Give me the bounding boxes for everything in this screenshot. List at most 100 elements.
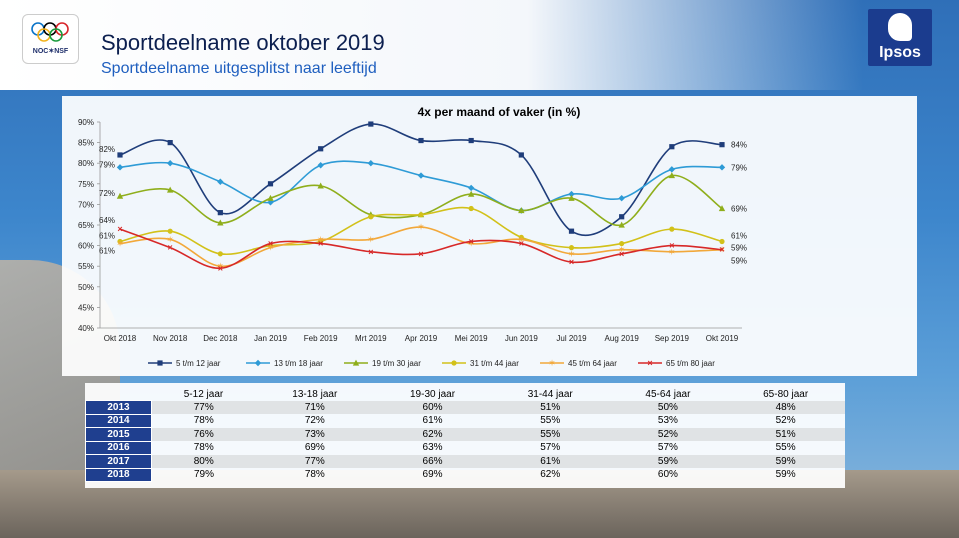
data-point (451, 360, 457, 366)
table-cell: 52% (775, 415, 796, 427)
data-point: × (619, 249, 624, 259)
data-point (117, 152, 123, 158)
table-year-cell: 2014 (85, 413, 152, 428)
table-row: 2018 79% 78% 69% 62% 60% 59% (85, 467, 845, 482)
table-header-row: 5-12 jaar 13-18 jaar 19-30 jaar 31-44 jaar 4… (86, 388, 845, 401)
series-line-5 (119, 226, 723, 268)
legend-item: 5 t/m 12 jaar (176, 359, 221, 368)
data-point (619, 214, 625, 220)
data-point (352, 359, 360, 366)
table-column-header: 31-44 jaar (527, 388, 573, 400)
series-end-label: 79% (731, 163, 747, 172)
table-cell: 78% (304, 469, 325, 481)
table-cell: 55% (775, 442, 796, 454)
y-tick-label: 60% (78, 242, 94, 251)
x-tick-label: Jun 2019 (505, 334, 538, 343)
x-tick-label: Okt 2018 (104, 334, 137, 343)
table-column-header (86, 388, 152, 401)
legend-item: 13 t/m 18 jaar (274, 359, 323, 368)
series-start-label: 72% (99, 189, 115, 198)
table-cell: 59% (609, 454, 727, 468)
x-tick-label: Aug 2019 (605, 334, 640, 343)
table-cell: 62% (373, 427, 492, 441)
data-point (418, 137, 424, 144)
table-column-header: 13-18 jaar (292, 388, 338, 400)
line-chart: 4x per maand of vaker (in %) 40% 45% 50% 55%… (78, 105, 747, 368)
data-point (167, 228, 173, 234)
data-point: × (719, 245, 724, 255)
table-cell: 79% (193, 469, 214, 481)
table-cell: 69% (422, 469, 443, 481)
y-tick-label: 50% (78, 283, 94, 292)
y-tick-label: 70% (78, 200, 94, 209)
series-start-label: 64% (99, 216, 115, 225)
y-tick-label: 75% (78, 180, 94, 189)
ipsos-logo-text: Ipsos (879, 44, 921, 61)
table-row: 2013 77% 71% 60% 51% 50% 48% (85, 400, 845, 415)
data-point: × (268, 239, 273, 249)
data-point: × (519, 239, 524, 249)
page-title: Sportdeelname oktober 2019 (101, 30, 385, 55)
table-cell: 61% (422, 415, 443, 427)
data-point (618, 195, 625, 202)
table-cell: 77% (151, 400, 256, 414)
table-cell: 50% (609, 400, 727, 414)
data-point: × (318, 239, 323, 249)
table-row: 2014 78% 72% 61% 55% 53% 52% (85, 413, 845, 428)
data-point (317, 162, 324, 169)
table-cell: 71% (255, 400, 374, 414)
data-point (254, 359, 262, 367)
table-row: 2016 78% 69% 63% 57% 57% 55% (85, 440, 845, 455)
table-cell: 78% (193, 442, 214, 454)
table-year-cell: 2018 (85, 467, 152, 482)
data-point: × (469, 236, 474, 246)
data-point (267, 181, 274, 187)
data-point: ✶ (668, 247, 676, 257)
table-cell: 77% (255, 454, 374, 468)
table-year-cell: 2015 (85, 427, 152, 442)
noc-logo-text: NOC✶NSF (32, 48, 69, 55)
x-tick-label: Apr 2019 (405, 334, 438, 343)
legend-item: 31 t/m 44 jaar (470, 359, 519, 368)
header-band (0, 0, 959, 90)
table-cell: 80% (151, 454, 256, 468)
y-tick-label: 40% (78, 324, 94, 333)
data-point (719, 142, 725, 148)
data-point: ✶ (417, 222, 425, 232)
data-point (217, 210, 223, 216)
table-row: 2015 76% 73% 62% 55% 52% 51% (85, 427, 845, 442)
table-cell: 76% (151, 427, 256, 441)
page-subtitle: Sportdeelname uitgesplitst naar leeftijd (101, 60, 377, 77)
y-tick-label: 45% (78, 303, 94, 312)
x-tick-label: Feb 2019 (304, 334, 338, 343)
table-cell: 69% (304, 442, 325, 454)
data-point: × (569, 257, 574, 267)
data-point (518, 152, 524, 158)
data-point (367, 160, 375, 167)
ipsos-head-icon (888, 13, 912, 41)
data-point (166, 160, 174, 167)
series-line-6 (119, 228, 723, 270)
data-point (669, 226, 675, 232)
table-cell: 62% (540, 469, 561, 481)
data-point (317, 182, 324, 189)
x-tick-label: Mrt 2019 (355, 334, 387, 343)
noc-nsf-logo: NOC✶NSF (22, 14, 79, 64)
chart-title: 4x per maand of vaker (in %) (418, 105, 581, 119)
series-end-label: 61% (731, 231, 747, 240)
yearly-table: 5-12 jaar 13-18 jaar 19-30 jaar 31-44 jaar 4… (85, 388, 845, 482)
series-end-label: 69% (731, 205, 747, 214)
table-panel (85, 383, 845, 488)
data-point (157, 360, 163, 366)
data-point (518, 207, 525, 214)
data-point (668, 172, 676, 179)
y-tick-label: 85% (78, 139, 94, 148)
x-tick-label: Sep 2019 (655, 334, 690, 343)
data-point (568, 190, 575, 198)
data-point (669, 144, 675, 150)
data-point: ✶ (116, 239, 124, 249)
data-point (116, 164, 124, 171)
data-point: ✶ (317, 234, 325, 244)
data-point (719, 238, 725, 245)
table-cell: 57% (540, 442, 561, 454)
